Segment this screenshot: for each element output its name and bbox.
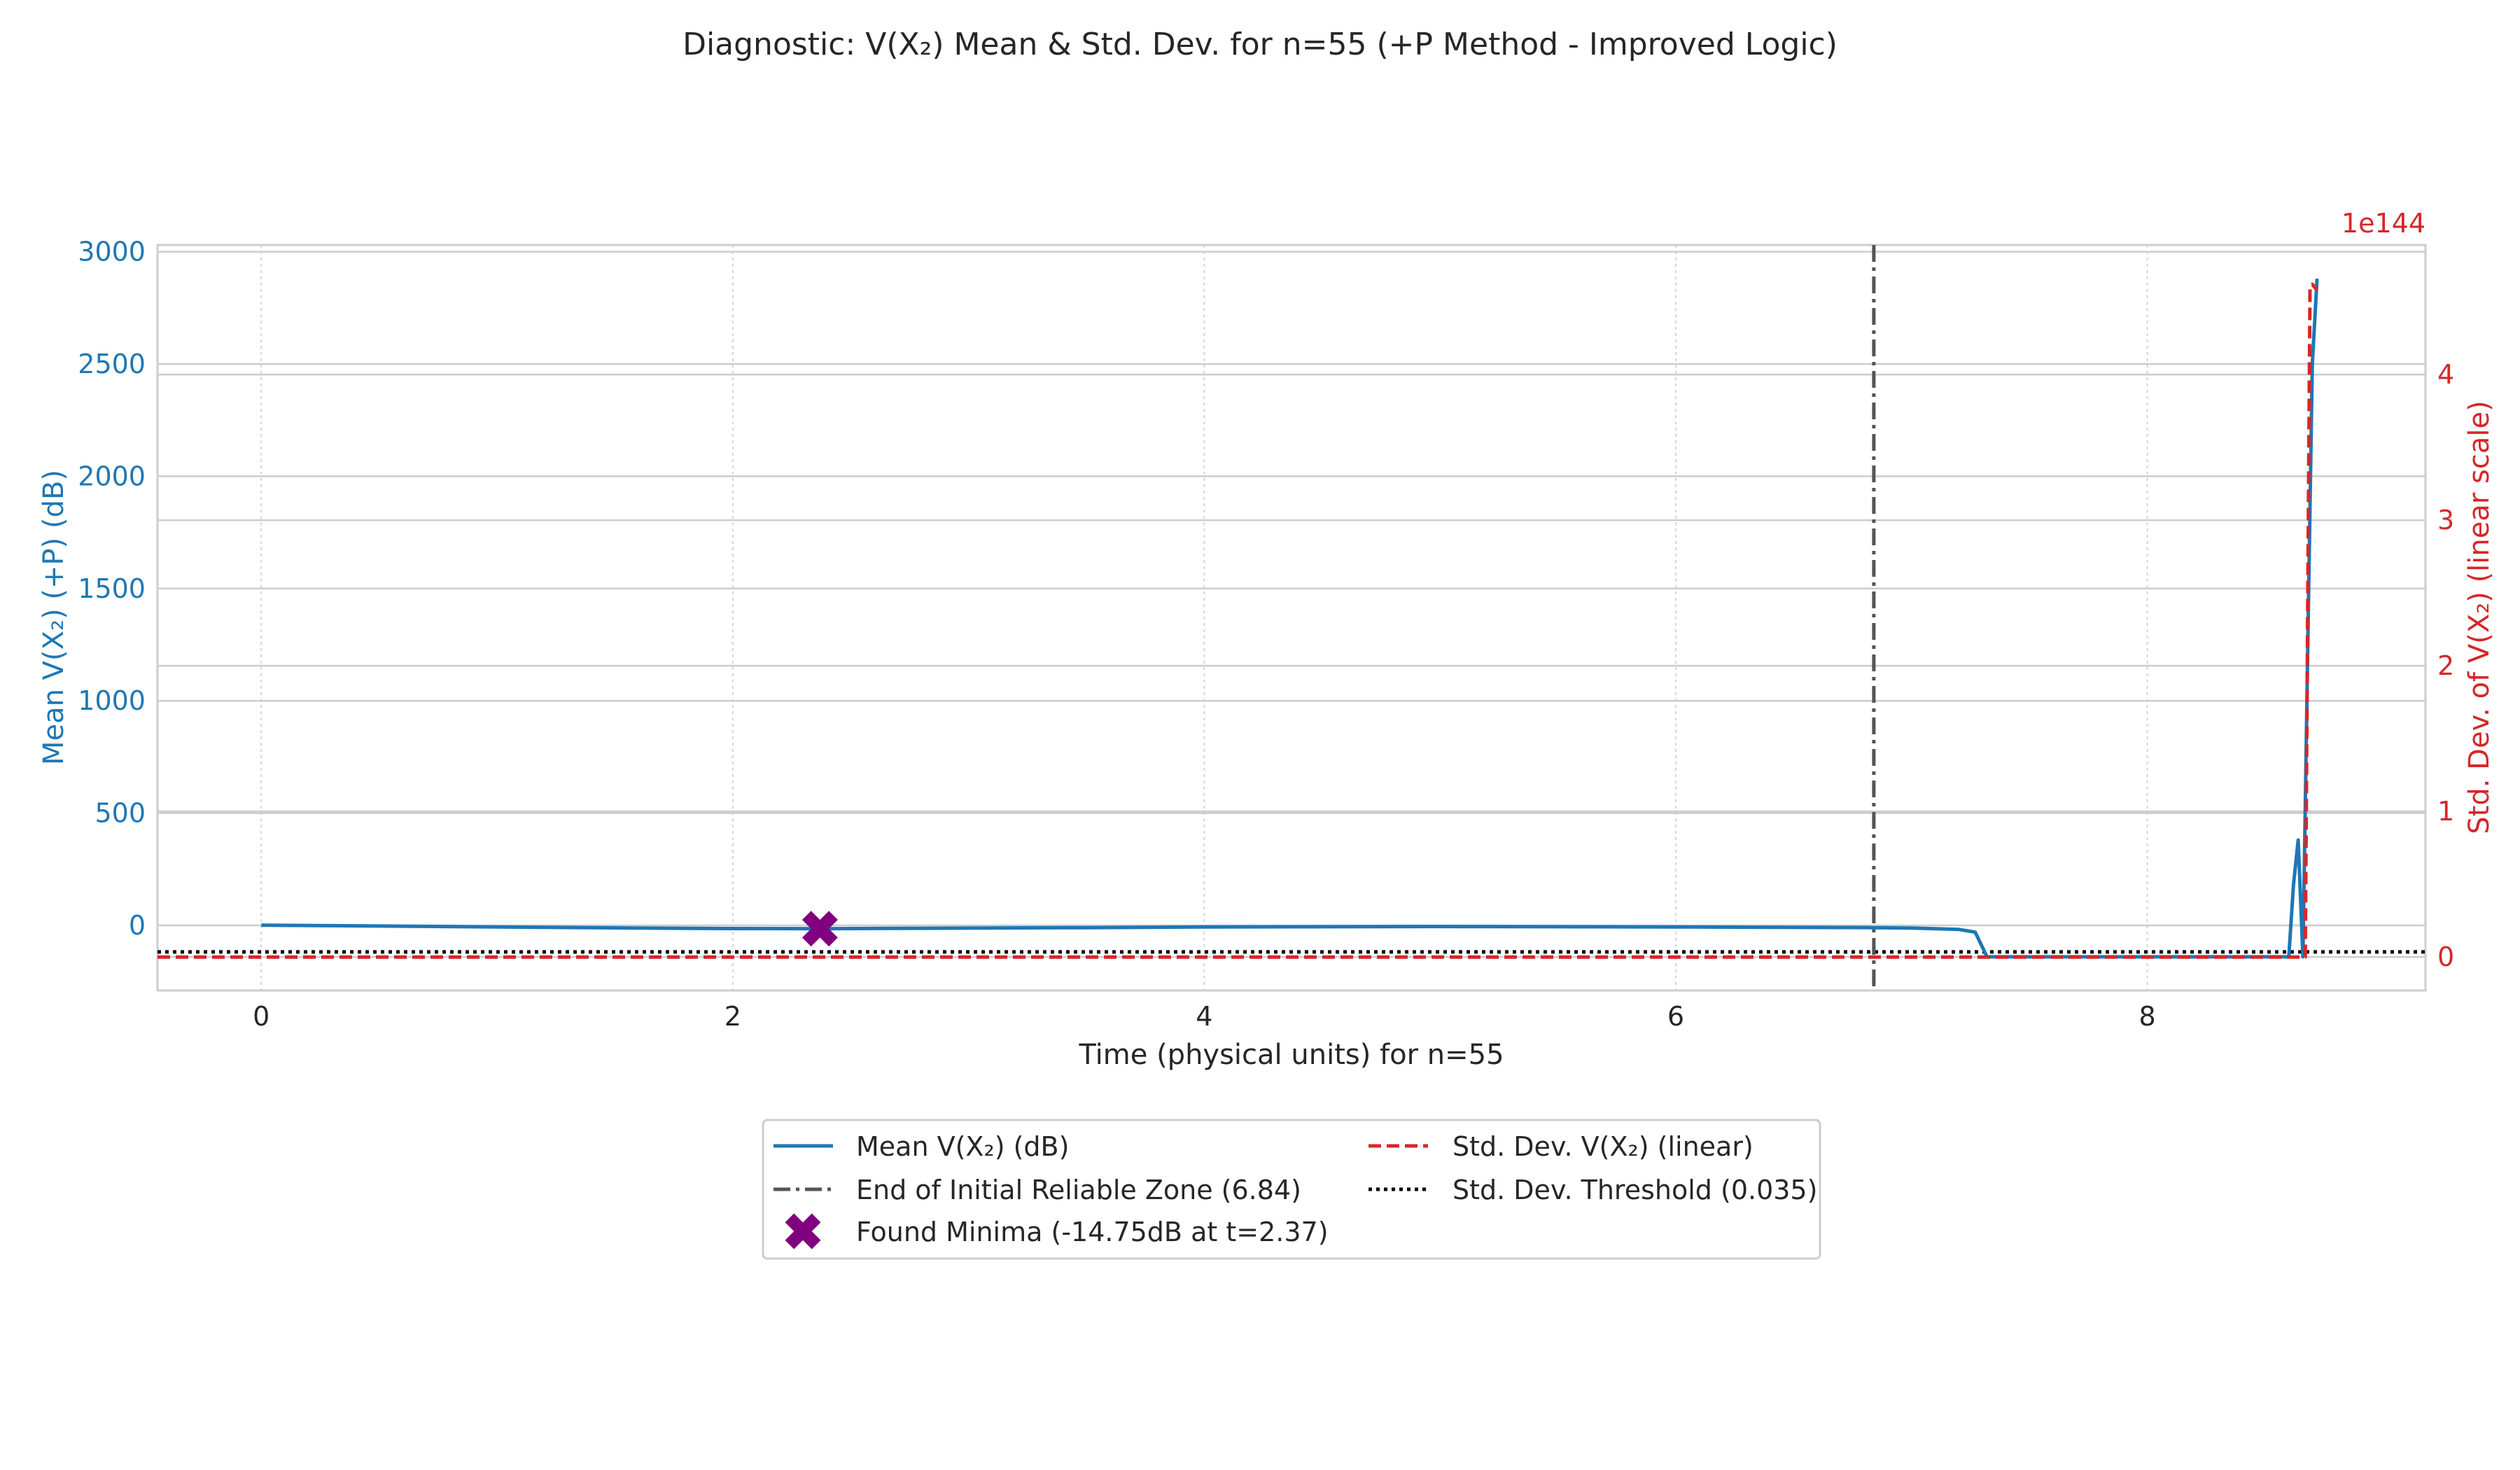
minima-marker — [802, 911, 838, 947]
y-left-tick-label-2000: 2000 — [78, 461, 146, 491]
x-tick-label-2: 2 — [724, 1001, 741, 1032]
legend-swatch-minima — [785, 1213, 821, 1250]
y-left-tick-label-1500: 1500 — [78, 573, 146, 604]
marker-layer — [802, 911, 838, 947]
legend-label-std: Std. Dev. V(X₂) (linear) — [1452, 1131, 1754, 1162]
legend: Mean V(X₂) (dB) Std. Dev. V(X₂) (linear)… — [762, 1119, 1821, 1260]
x-tick-label-0: 0 — [253, 1001, 270, 1032]
series-line-std-dev — [158, 282, 2319, 959]
series-line-mean — [261, 278, 2319, 959]
x-tick-label-6: 6 — [1667, 1001, 1684, 1032]
y-left-tick-label-500: 500 — [94, 798, 146, 829]
series-layer — [158, 278, 2319, 959]
y-left-tick-label-1000: 1000 — [78, 685, 146, 716]
y-right-tick-label-3: 3 — [2437, 505, 2454, 536]
y-left-tick-label-0: 0 — [129, 910, 146, 941]
plot-area — [156, 244, 2427, 992]
y-right-tick-label-0: 0 — [2437, 941, 2454, 972]
reference-lines — [158, 245, 2426, 990]
y-right-tick-label-1: 1 — [2437, 796, 2454, 827]
tick-layer: 0 2 4 6 8 0 500 1000 1500 2000 2500 3000 0 1 2 3 4 — [78, 237, 2454, 1032]
y-left-tick-label-2500: 2500 — [78, 349, 146, 379]
chart-title: Diagnostic: V(X₂) Mean & Std. Dev. for n… — [682, 27, 1837, 62]
x-tick-label-8: 8 — [2138, 1001, 2155, 1032]
y-right-tick-label-2: 2 — [2437, 650, 2454, 681]
y-left-tick-label-3000: 3000 — [78, 237, 146, 267]
y-axis-label-left: Mean V(X₂) (+P) (dB) — [38, 470, 70, 765]
legend-label-reliable: End of Initial Reliable Zone (6.84) — [856, 1175, 1301, 1205]
legend-box — [762, 1119, 1821, 1260]
legend-label-threshold: Std. Dev. Threshold (0.035) — [1452, 1175, 1817, 1205]
y-axis-label-right: Std. Dev. of V(X₂) (linear scale) — [2463, 400, 2496, 834]
y-right-tick-label-4: 4 — [2437, 359, 2454, 390]
x-tick-label-4: 4 — [1196, 1001, 1212, 1032]
x-axis-label: Time (physical units) for n=55 — [1078, 1039, 1504, 1071]
legend-label-minima: Found Minima (-14.75dB at t=2.37) — [856, 1217, 1329, 1247]
right-axis-offset-text: 1e144 — [2342, 208, 2426, 239]
legend-label-mean: Mean V(X₂) (dB) — [856, 1131, 1069, 1162]
